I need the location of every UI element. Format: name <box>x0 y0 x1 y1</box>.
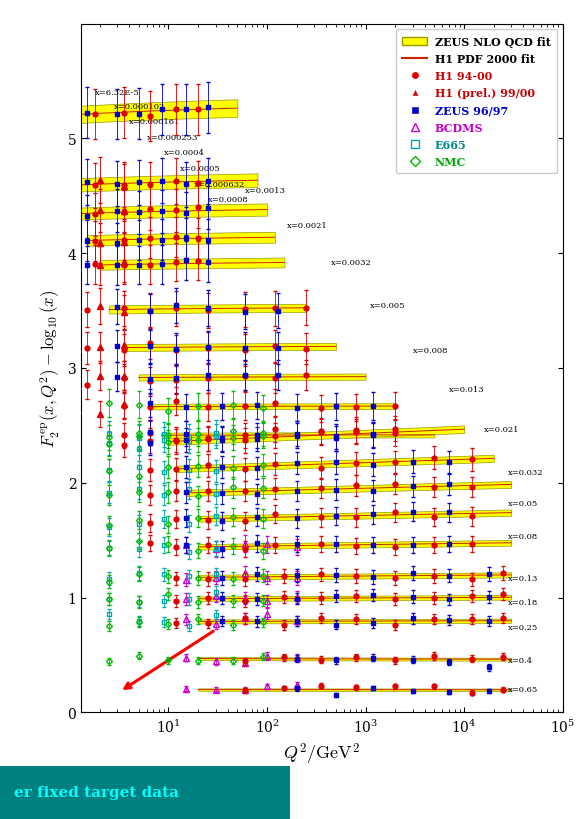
Text: x=0.4: x=0.4 <box>508 656 533 663</box>
Text: x=0.18: x=0.18 <box>508 599 538 606</box>
Text: x=0.032: x=0.032 <box>508 469 543 477</box>
Text: x=0.000102: x=0.000102 <box>114 103 165 111</box>
Text: x=0.0008: x=0.0008 <box>208 196 248 204</box>
Text: x=0.0004: x=0.0004 <box>164 149 205 157</box>
Text: x=0.0005: x=0.0005 <box>180 165 220 173</box>
Text: x=0.0032: x=0.0032 <box>331 259 372 267</box>
Legend: ZEUS NLO QCD fit, H1 PDF 2000 fit, H1 94-00, H1 (prel.) 99/00, ZEUS 96/97, BCDMS: ZEUS NLO QCD fit, H1 PDF 2000 fit, H1 94… <box>396 30 557 174</box>
Text: x=0.0013: x=0.0013 <box>245 187 286 195</box>
Y-axis label: $F_2^{\,\mathrm{ep}}(x,Q^2) - \log_{10}(x)$: $F_2^{\,\mathrm{ep}}(x,Q^2) - \log_{10}(… <box>38 290 62 447</box>
Text: x=0.08: x=0.08 <box>508 532 538 540</box>
Text: x=0.021: x=0.021 <box>484 425 520 433</box>
Text: x=0.000632: x=0.000632 <box>194 181 245 189</box>
Text: x=0.13: x=0.13 <box>508 574 538 582</box>
Text: er fixed target data: er fixed target data <box>14 785 179 799</box>
Text: x=0.000161: x=0.000161 <box>129 118 180 126</box>
Text: x=0.008: x=0.008 <box>412 346 448 354</box>
Text: x=6.32E-5: x=6.32E-5 <box>95 89 140 97</box>
Text: x=0.013: x=0.013 <box>449 385 484 393</box>
Text: x=0.05: x=0.05 <box>508 500 538 508</box>
Text: x=0.000253: x=0.000253 <box>147 134 198 142</box>
Text: x=0.0021: x=0.0021 <box>287 221 328 229</box>
Text: x=0.005: x=0.005 <box>369 301 405 310</box>
X-axis label: $Q^2/\mathrm{GeV}^2$: $Q^2/\mathrm{GeV}^2$ <box>284 740 360 766</box>
Text: x=0.25: x=0.25 <box>508 624 538 631</box>
Text: x=0.65: x=0.65 <box>508 686 538 694</box>
